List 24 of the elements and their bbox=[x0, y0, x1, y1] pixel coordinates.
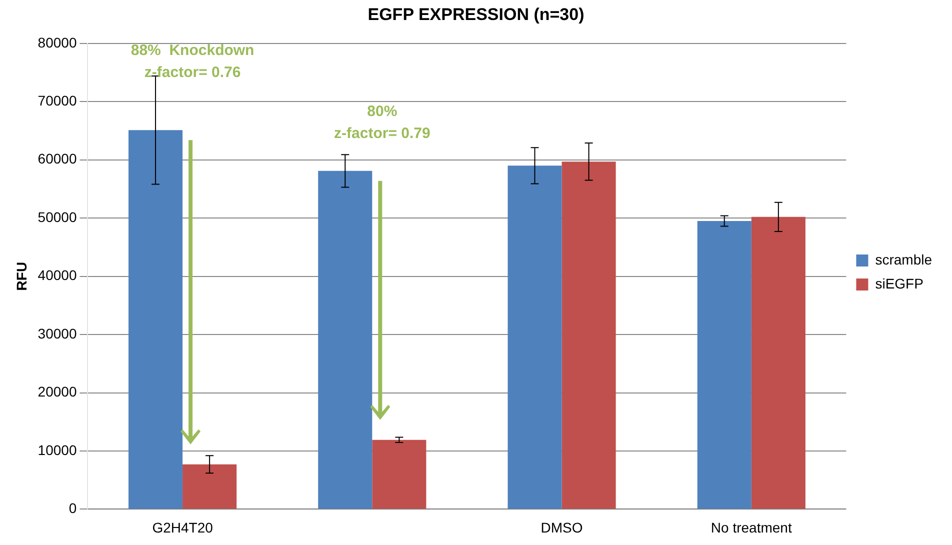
legend-label: siEGFP bbox=[875, 275, 924, 292]
y-tick-label: 40000 bbox=[38, 267, 77, 284]
annotation: 80% z-factor= 0.79 bbox=[334, 102, 430, 142]
bar bbox=[508, 166, 562, 509]
annotation: 88% Knockdown z-factor= 0.76 bbox=[130, 42, 254, 82]
y-tick-label: 70000 bbox=[38, 92, 77, 108]
y-tick-label: 50000 bbox=[38, 208, 77, 225]
y-tick-label: 60000 bbox=[38, 150, 77, 167]
bar bbox=[697, 220, 752, 509]
x-tick-label: G2H4T20 bbox=[152, 519, 214, 536]
y-axis-title: RFU bbox=[13, 262, 30, 291]
chart-title: EGFP EXPRESSION (n=30) bbox=[368, 4, 584, 24]
y-tick-label: 20000 bbox=[38, 384, 77, 400]
x-tick-label: DMSO bbox=[540, 519, 583, 536]
bar bbox=[182, 464, 237, 509]
bar bbox=[372, 440, 426, 509]
y-tick-label: 80000 bbox=[38, 34, 77, 50]
y-tick-label: 0 bbox=[68, 500, 77, 516]
legend-label: scramble bbox=[875, 251, 932, 268]
x-tick-label: No treatment bbox=[710, 519, 792, 536]
bar bbox=[751, 216, 806, 509]
y-tick-label: 10000 bbox=[38, 442, 77, 458]
y-tick-label: 30000 bbox=[38, 325, 77, 342]
bar bbox=[562, 162, 616, 509]
